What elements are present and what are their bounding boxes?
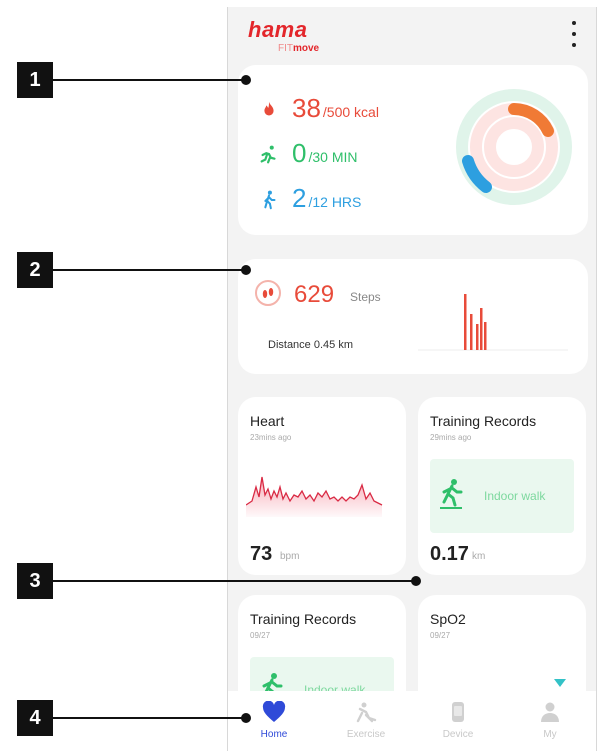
- callout-dot-1: [241, 75, 251, 85]
- heart-value: 73: [250, 543, 273, 565]
- exercise-goal: /30 MIN: [308, 149, 358, 165]
- more-menu-icon[interactable]: [566, 21, 582, 47]
- calories-goal: /500 kcal: [322, 104, 379, 120]
- activity-rings: [456, 89, 572, 205]
- training-distance-unit: km: [472, 551, 486, 562]
- treadmill-walk-icon: [440, 479, 463, 509]
- brand-logo: hama: [248, 17, 308, 42]
- training-card[interactable]: Training Records 29mins ago Indoor walk …: [418, 397, 586, 575]
- tab-my-label: My: [543, 729, 557, 740]
- callout-line-2: [53, 269, 245, 271]
- standing-value: 2: [292, 183, 307, 213]
- callout-line-4: [53, 717, 245, 719]
- training-distance-value: 0.17: [430, 543, 469, 565]
- flame-icon: [264, 101, 274, 116]
- steps-bar-chart: [418, 294, 568, 351]
- footprints-icon: [255, 280, 281, 306]
- tab-device-label: Device: [442, 729, 474, 740]
- training2-title: Training Records: [250, 611, 357, 627]
- callout-4: 4: [17, 700, 53, 736]
- running-icon: [260, 145, 276, 164]
- tab-exercise[interactable]: Exercise: [331, 701, 401, 740]
- steps-value: 629: [294, 281, 335, 308]
- heart-card[interactable]: Heart 23mins ago 73 bpm: [238, 397, 406, 575]
- heart-title: Heart: [250, 413, 285, 429]
- brand-sub-prefix: FIT: [278, 43, 293, 54]
- calories-value: 38: [292, 93, 321, 123]
- brand-sub-logo: FITmove: [278, 43, 319, 54]
- phone-screen: hama FITmove 38 /500 kcal 0 /30 MIN 2 /1…: [227, 7, 597, 751]
- training-activity-box: Indoor walk: [430, 459, 574, 533]
- exercise-metric: 0 /30 MIN: [258, 138, 357, 169]
- callout-line-3: [53, 580, 415, 582]
- exercise-icon: [356, 702, 377, 723]
- callout-dot-3: [411, 576, 421, 586]
- tab-home-label: Home: [260, 729, 288, 740]
- training2-time: 09/27: [250, 631, 271, 640]
- spo2-time: 09/27: [430, 631, 451, 640]
- walking-icon: [264, 190, 276, 210]
- steps-card[interactable]: 629 Steps Distance 0.45 km: [238, 259, 588, 374]
- tab-my[interactable]: My: [515, 701, 585, 740]
- callout-line-1: [53, 79, 245, 81]
- tab-device[interactable]: Device: [423, 701, 493, 740]
- bottom-tab-bar: Home Exercise Device My: [228, 691, 596, 751]
- standing-metric: 2 /12 HRS: [258, 183, 361, 214]
- training-time: 29mins ago: [430, 433, 472, 442]
- heart-rate-chart: [246, 476, 383, 517]
- callout-1: 1: [17, 62, 53, 98]
- callout-2: 2: [17, 252, 53, 288]
- callout-3: 3: [17, 563, 53, 599]
- activity-card[interactable]: 38 /500 kcal 0 /30 MIN 2 /12 HRS: [238, 65, 588, 235]
- heart-unit: bpm: [280, 551, 300, 562]
- training-activity-label: Indoor walk: [484, 489, 546, 503]
- standing-goal: /12 HRS: [308, 194, 362, 210]
- training-title: Training Records: [430, 413, 537, 429]
- brand-sub-text: move: [293, 43, 320, 54]
- calories-metric: 38 /500 kcal: [258, 93, 379, 124]
- tab-exercise-label: Exercise: [346, 729, 386, 740]
- steps-unit: Steps: [350, 290, 381, 304]
- device-icon: [452, 702, 464, 722]
- person-icon: [541, 702, 559, 722]
- treadmill-walk-icon: [262, 673, 283, 701]
- callout-dot-4: [241, 713, 251, 723]
- exercise-value: 0: [292, 138, 307, 168]
- spo2-title: SpO2: [430, 611, 466, 627]
- distance-text: Distance 0.45 km: [268, 339, 353, 351]
- heart-time: 23mins ago: [250, 433, 292, 442]
- callout-dot-2: [241, 265, 251, 275]
- app-header: hama FITmove: [228, 7, 596, 62]
- tab-home[interactable]: Home: [239, 701, 309, 740]
- heart-icon: [262, 701, 286, 722]
- spo2-marker-icon: [554, 679, 566, 687]
